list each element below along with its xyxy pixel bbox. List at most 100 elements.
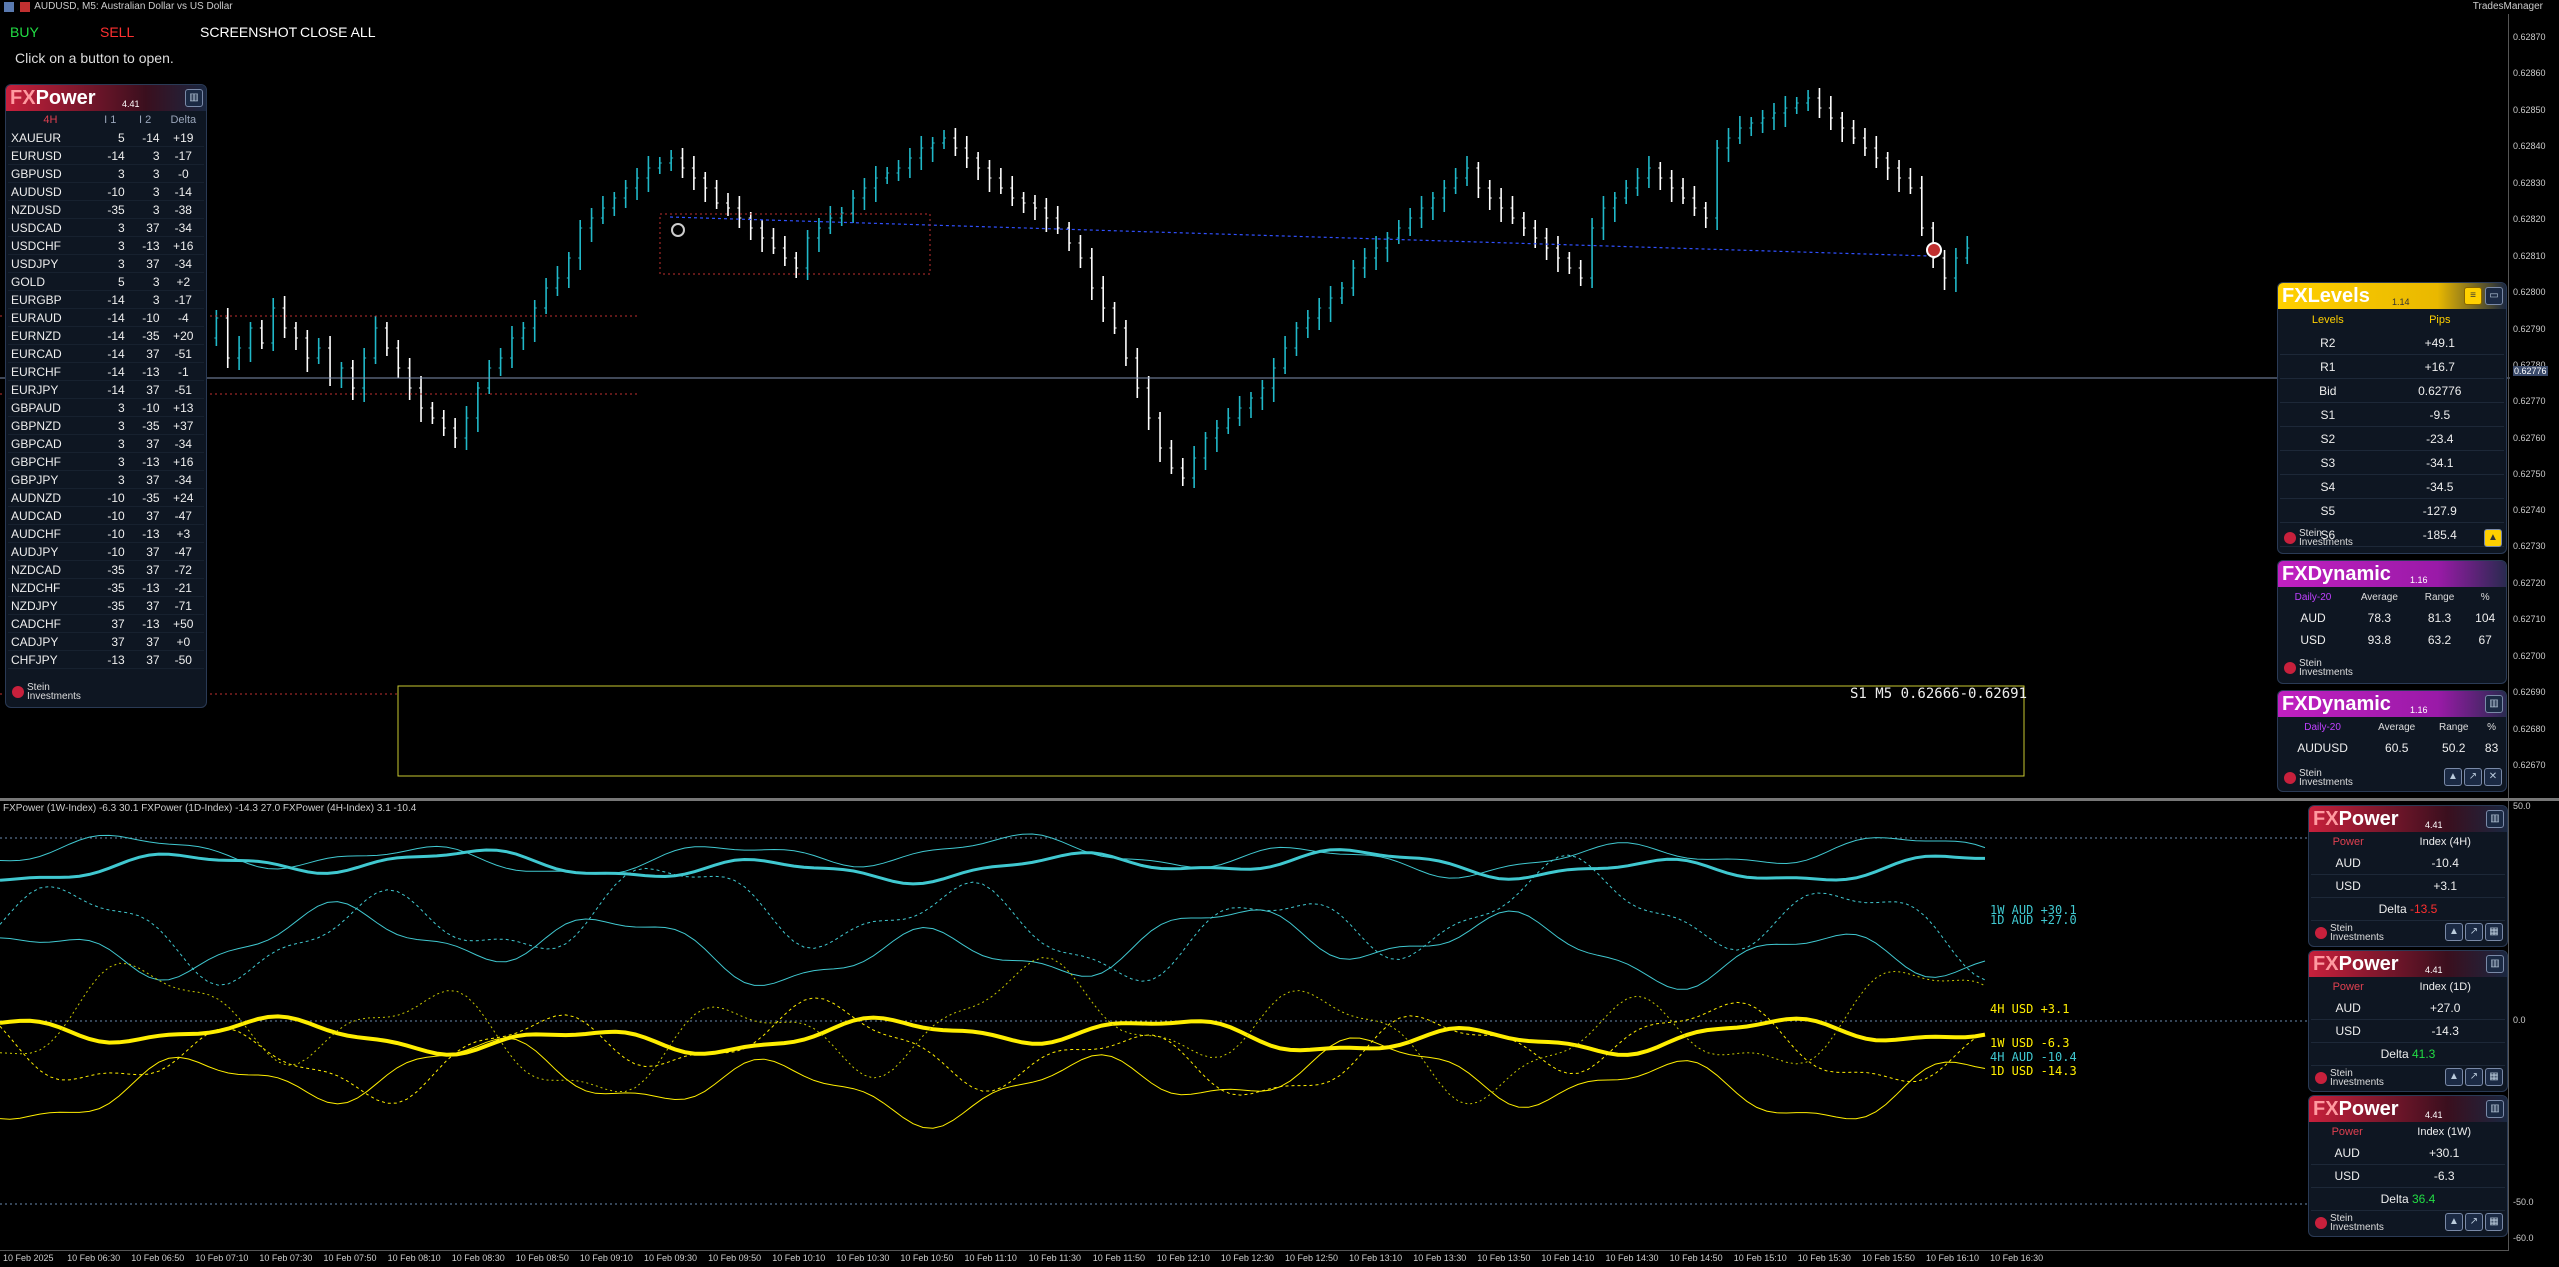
fxpower-row[interactable]: GOLD 5 3 +2 bbox=[8, 272, 204, 291]
fxpower-row[interactable]: GBPJPY 3 37 -34 bbox=[8, 470, 204, 489]
fxpower-panel[interactable]: FXPower 4.41 ▥ 4H I 1 I 2 Delta XAUEUR 5-… bbox=[5, 84, 207, 708]
bell-icon[interactable]: ▲ bbox=[2445, 1068, 2463, 1086]
fxpower-row[interactable]: CADCHF 37 -13 +50 bbox=[8, 614, 204, 633]
stein-logo: Stein Investments bbox=[2284, 769, 2353, 788]
fxpower-index-panel[interactable]: FXPower 4.41 ▥ Power Index (4H) AUD -10.4 USD +3… bbox=[2308, 805, 2508, 947]
fxpower-row[interactable]: GBPAUD 3 -10 +13 bbox=[8, 398, 204, 417]
screenshot-button[interactable]: SCREENSHOT bbox=[200, 24, 298, 40]
fxpower-row[interactable]: CADJPY 37 37 +0 bbox=[8, 632, 204, 651]
price-axis[interactable]: 0.62870 0.62860 0.62850 0.62840 0.62830 0.628… bbox=[2508, 14, 2559, 799]
fxpower-row[interactable]: NZDCHF -35 -13 -21 bbox=[8, 578, 204, 597]
fxpower-row[interactable]: GBPUSD 3 3 -0 bbox=[8, 164, 204, 183]
fxpower-row[interactable]: NZDUSD -35 3 -38 bbox=[8, 200, 204, 219]
time-label: 10 Feb 08:10 bbox=[387, 1253, 441, 1263]
index2-cell: 37 bbox=[127, 380, 163, 399]
col-i1[interactable]: I 1 bbox=[104, 114, 117, 126]
fxpower-row[interactable]: AUDCHF -10 -13 +3 bbox=[8, 524, 204, 543]
delta-cell: -21 bbox=[162, 578, 204, 597]
level-row[interactable]: R2 +49.1 bbox=[2280, 331, 2504, 355]
level-row[interactable]: S3 -34.1 bbox=[2280, 450, 2504, 475]
fxpower-row[interactable]: NZDCAD -35 37 -72 bbox=[8, 560, 204, 579]
fxdynamic-panel-2[interactable]: FXDynamic 1.16 ▥ Daily-20 Average Range% A… bbox=[2277, 690, 2507, 792]
currency-row[interactable]: USD -6.3 bbox=[2311, 1164, 2505, 1188]
col-i2[interactable]: I 2 bbox=[139, 114, 152, 126]
menu-icon[interactable]: ≡ bbox=[2464, 287, 2482, 305]
index1-cell: -10 bbox=[92, 488, 128, 507]
chart-settings-icon[interactable]: ▥ bbox=[2486, 955, 2504, 973]
fxpower-row[interactable]: NZDJPY -35 37 -71 bbox=[8, 596, 204, 615]
level-row[interactable]: S5 -127.9 bbox=[2280, 498, 2504, 523]
level-row[interactable]: R1 +16.7 bbox=[2280, 354, 2504, 379]
level-row[interactable]: S6 -185.4 bbox=[2280, 522, 2504, 547]
buy-button[interactable]: BUY bbox=[10, 24, 39, 40]
fxdynamic-panel-1[interactable]: FXDynamic 1.16 Daily-20 Average Range% AUD… bbox=[2277, 560, 2507, 684]
indicator-line bbox=[0, 957, 1986, 1105]
bell-icon[interactable]: ▲ bbox=[2484, 529, 2502, 547]
indicator-chart[interactable] bbox=[0, 801, 2508, 1251]
fxpower-row[interactable]: USDCAD 3 37 -34 bbox=[8, 218, 204, 237]
chart-settings-icon[interactable]: ▥ bbox=[2486, 810, 2504, 828]
fxpower-row[interactable]: GBPCAD 3 37 -34 bbox=[8, 434, 204, 453]
bell-icon[interactable]: ▲ bbox=[2445, 923, 2463, 941]
dynamic-row[interactable]: AUDUSD 60.5 50.2 83 bbox=[2280, 737, 2504, 759]
window-splitter[interactable] bbox=[0, 798, 2559, 801]
level-row[interactable]: S1 -9.5 bbox=[2280, 402, 2504, 427]
currency-row[interactable]: AUD +30.1 bbox=[2311, 1142, 2505, 1165]
trend-icon[interactable]: ↗ bbox=[2464, 768, 2482, 786]
grid-icon[interactable]: ▦ bbox=[2485, 923, 2503, 941]
chart-settings-icon[interactable]: ▥ bbox=[2486, 1100, 2504, 1118]
currency-row[interactable]: USD -14.3 bbox=[2311, 1019, 2505, 1043]
price-chart[interactable] bbox=[0, 14, 2559, 799]
fxpower-row[interactable]: AUDJPY -10 37 -47 bbox=[8, 542, 204, 561]
stein-logo: Stein Investments bbox=[12, 683, 81, 702]
bell-icon[interactable]: ▲ bbox=[2444, 768, 2462, 786]
fxpower-row[interactable]: USDCHF 3 -13 +16 bbox=[8, 236, 204, 255]
fxpower-row[interactable]: USDJPY 3 37 -34 bbox=[8, 254, 204, 273]
fxpower-row[interactable]: AUDUSD -10 3 -14 bbox=[8, 182, 204, 201]
fxlevels-panel[interactable]: FXLevels 1.14 ≡ ▭ Levels Pips R2 +49.1 R1 +1… bbox=[2277, 282, 2507, 554]
chart-settings-icon[interactable]: ▥ bbox=[2485, 695, 2503, 713]
fxpower-row[interactable]: CHFJPY -13 37 -50 bbox=[8, 650, 204, 669]
grid-icon[interactable]: ▦ bbox=[2485, 1213, 2503, 1231]
trend-icon[interactable]: ↗ bbox=[2465, 1213, 2483, 1231]
fxpower-row[interactable]: EURGBP -14 3 -17 bbox=[8, 290, 204, 309]
currency-row[interactable]: AUD +27.0 bbox=[2311, 997, 2505, 1020]
sell-button[interactable]: SELL bbox=[100, 24, 135, 40]
fxpower-row[interactable]: EURAUD -14 -10 -4 bbox=[8, 308, 204, 327]
chart-settings-icon[interactable]: ▥ bbox=[185, 89, 203, 107]
fxpower-row[interactable]: GBPNZD 3 -35 +37 bbox=[8, 416, 204, 435]
fxpower-row[interactable]: GBPCHF 3 -13 +16 bbox=[8, 452, 204, 471]
fxpower-row[interactable]: EURNZD -14 -35 +20 bbox=[8, 326, 204, 345]
currency-row[interactable]: AUD -10.4 bbox=[2311, 852, 2505, 875]
level-row[interactable]: S2 -23.4 bbox=[2280, 426, 2504, 451]
dynamic-row[interactable]: AUD 78.3 81.3 104 bbox=[2280, 607, 2504, 629]
trend-icon[interactable]: ↗ bbox=[2465, 1068, 2483, 1086]
col-delta[interactable]: Delta bbox=[170, 114, 197, 126]
dynamic-row[interactable]: USD 93.8 63.2 67 bbox=[2280, 629, 2504, 651]
level-row[interactable]: Bid 0.62776 bbox=[2280, 378, 2504, 403]
bell-icon[interactable]: ▲ bbox=[2445, 1213, 2463, 1231]
fxpower-row[interactable]: EURCAD -14 37 -51 bbox=[8, 344, 204, 363]
time-axis[interactable]: 10 Feb 2025 10 Feb 06:30 10 Feb 06:50 10 Fe… bbox=[0, 1250, 2508, 1267]
fxpower-row[interactable]: AUDNZD -10 -35 +24 bbox=[8, 488, 204, 507]
fxpower-row[interactable]: EURCHF -14 -13 -1 bbox=[8, 362, 204, 381]
currency-row[interactable]: USD +3.1 bbox=[2311, 874, 2505, 898]
time-label: 10 Feb 14:10 bbox=[1541, 1253, 1595, 1263]
fxpower-row[interactable]: EURJPY -14 37 -51 bbox=[8, 380, 204, 399]
fxpower-row[interactable]: EURUSD -14 3 -17 bbox=[8, 146, 204, 165]
level-row[interactable]: S4 -34.5 bbox=[2280, 474, 2504, 499]
fxpower-row[interactable]: XAUEUR 5 -14 +19 bbox=[8, 129, 204, 147]
index2-cell: 3 bbox=[127, 200, 163, 219]
fxpower-index-panel[interactable]: FXPower 4.41 ▥ Power Index (1D) AUD +27.0 USD -1… bbox=[2308, 950, 2508, 1092]
indicator-axis[interactable]: 50.0 0.0 -50.0 -60.0 bbox=[2508, 801, 2559, 1251]
fxpower-index-panel[interactable]: FXPower 4.41 ▥ Power Index (1W) AUD +30.1 USD -6… bbox=[2308, 1095, 2508, 1237]
close-all-button[interactable]: CLOSE ALL bbox=[300, 24, 376, 40]
tools-icon[interactable]: ✕ bbox=[2484, 768, 2502, 786]
fxpower-row[interactable]: AUDCAD -10 37 -47 bbox=[8, 506, 204, 525]
fxpower-table: 4H I 1 I 2 Delta XAUEUR 5 -14 +19 EURUSD -14 3… bbox=[8, 111, 204, 669]
window-menu-icon[interactable] bbox=[4, 2, 14, 12]
grid-icon[interactable]: ▦ bbox=[2485, 1068, 2503, 1086]
collapse-icon[interactable]: ▭ bbox=[2485, 287, 2503, 305]
trend-icon[interactable]: ↗ bbox=[2465, 923, 2483, 941]
col-4h[interactable]: 4H bbox=[43, 114, 58, 126]
